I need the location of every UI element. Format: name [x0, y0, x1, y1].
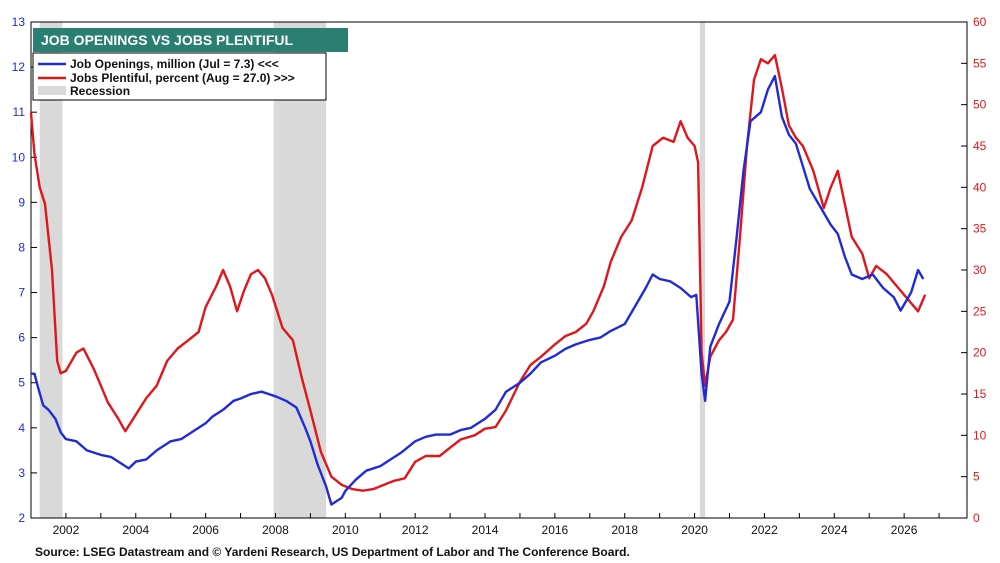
left-tick-label: 3 — [18, 466, 25, 480]
x-tick-label: 2010 — [332, 523, 359, 537]
right-tick-label: 45 — [973, 139, 987, 153]
right-tick-label: 50 — [973, 98, 987, 112]
right-axis-group: 0 5 10 15 20 25 30 35 40 45 50 55 60 — [961, 15, 987, 525]
right-tick-label: 60 — [973, 15, 987, 29]
source-note: Source: LSEG Datastream and © Yardeni Re… — [35, 545, 630, 559]
right-tick-label: 30 — [973, 263, 987, 277]
series-line-jobs-plentiful — [29, 53, 927, 492]
left-tick-label: 5 — [18, 376, 25, 390]
x-tick-label: 2016 — [542, 523, 569, 537]
right-tick-label: 20 — [973, 346, 987, 360]
legend-label-jobs-plentiful: Jobs Plentiful, percent (Aug = 27.0) >>> — [70, 71, 295, 85]
legend-box — [32, 52, 327, 101]
chart-title: JOB OPENINGS VS JOBS PLENTIFUL — [41, 32, 293, 48]
right-tick-label: 40 — [973, 180, 987, 194]
x-tick-label: 2026 — [891, 523, 918, 537]
x-tick-label: 2004 — [122, 523, 149, 537]
x-tick-label: 2018 — [611, 523, 638, 537]
right-tick-label: 15 — [973, 387, 987, 401]
right-tick-label: 25 — [973, 304, 987, 318]
legend: Job Openings, million (Jul = 7.3) <<< Jo… — [32, 52, 327, 101]
left-tick-label: 9 — [18, 195, 25, 209]
series-group — [29, 53, 927, 506]
right-tick-label: 5 — [973, 470, 980, 484]
left-tick-label: 7 — [18, 286, 25, 300]
left-tick-label: 11 — [13, 105, 26, 119]
right-tick-label: 35 — [973, 222, 987, 236]
x-axis-group: 2002 2004 2006 2008 2010 2012 2014 2016 2018 2020… — [30, 513, 940, 537]
recession-band-2 — [699, 22, 706, 518]
x-tick-label: 2008 — [262, 523, 289, 537]
legend-swatch-recession — [38, 86, 66, 95]
left-tick-label: 6 — [18, 331, 25, 345]
x-tick-label: 2022 — [751, 523, 778, 537]
x-tick-label: 2002 — [53, 523, 80, 537]
left-tick-label: 10 — [12, 150, 26, 164]
left-tick-label: 2 — [18, 511, 25, 525]
right-tick-label: 55 — [973, 56, 987, 70]
left-tick-label: 8 — [18, 240, 25, 254]
left-axis-group: 2 3 4 5 6 7 8 9 10 11 12 13 — [12, 15, 37, 525]
left-tick-label: 4 — [18, 421, 25, 435]
x-tick-label: 2006 — [192, 523, 219, 537]
legend-label-job-openings: Job Openings, million (Jul = 7.3) <<< — [70, 57, 279, 71]
x-tick-label: 2024 — [821, 523, 848, 537]
left-tick-label: 12 — [12, 60, 26, 74]
title-background — [33, 28, 348, 52]
x-tick-label: 2020 — [681, 523, 708, 537]
legend-label-recession: Recession — [70, 84, 130, 98]
x-tick-label: 2012 — [402, 523, 429, 537]
title-box: JOB OPENINGS VS JOBS PLENTIFUL — [33, 28, 348, 52]
series-line-job-openings — [31, 74, 925, 506]
right-tick-label: 10 — [973, 428, 987, 442]
left-tick-label: 13 — [12, 15, 26, 29]
x-tick-label: 2014 — [472, 523, 499, 537]
right-tick-label: 0 — [973, 511, 980, 525]
